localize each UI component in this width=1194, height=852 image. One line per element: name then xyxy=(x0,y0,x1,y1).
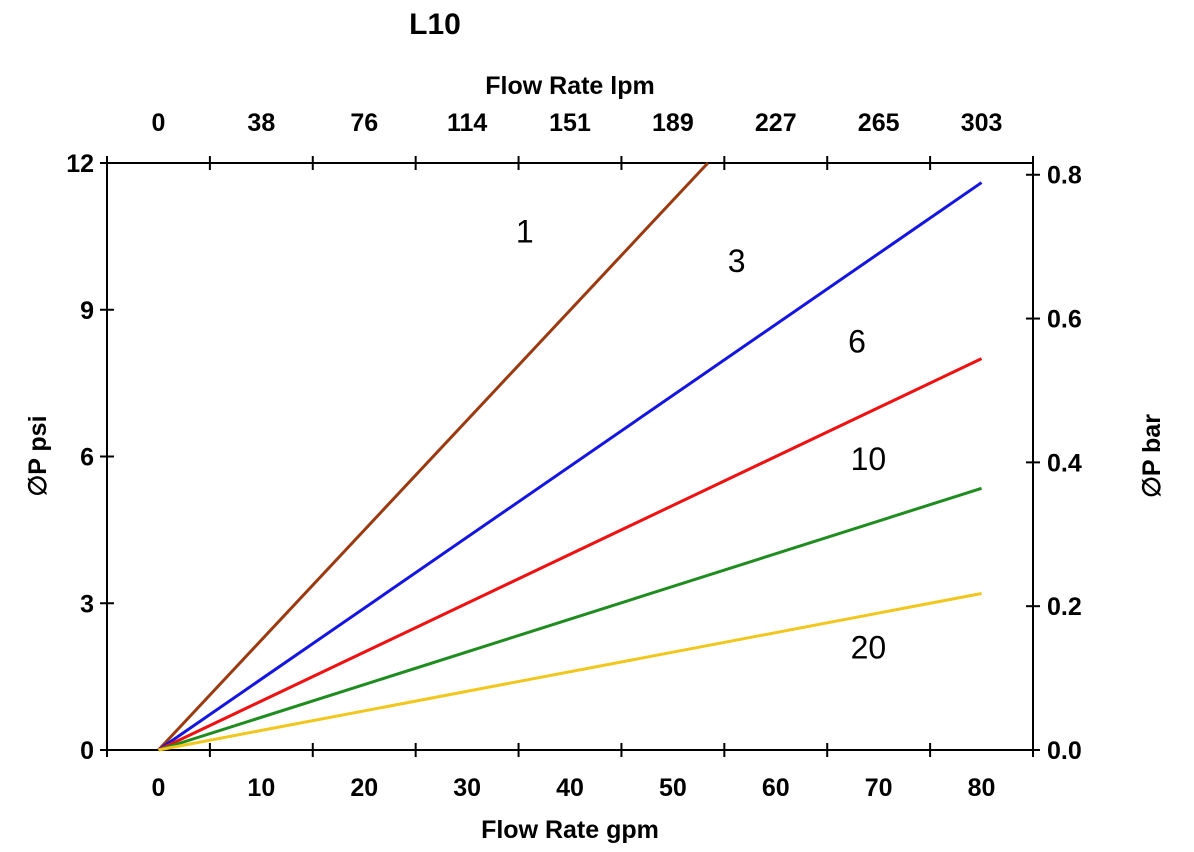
right-tick-label: 0.4 xyxy=(1047,449,1082,477)
top-axis-title: Flow Rate lpm xyxy=(485,72,654,100)
chart-title: L10 xyxy=(409,8,461,41)
top-tick-label: 227 xyxy=(755,109,797,137)
bottom-tick-label: 60 xyxy=(762,774,790,802)
left-tick-label: 12 xyxy=(66,150,94,178)
bottom-axis-title: Flow Rate gpm xyxy=(481,816,659,844)
right-tick-label: 0.0 xyxy=(1047,737,1082,765)
series-line-20 xyxy=(158,591,982,752)
bottom-tick-label: 40 xyxy=(556,774,584,802)
top-tick-label: 38 xyxy=(247,109,275,137)
series-label-20: 20 xyxy=(851,629,887,665)
bottom-tick-label: 80 xyxy=(968,774,996,802)
bottom-tick-label: 0 xyxy=(151,774,165,802)
series-label-10: 10 xyxy=(851,441,887,477)
top-tick-label: 265 xyxy=(858,109,900,137)
bottom-tick-label: 30 xyxy=(453,774,481,802)
series-line-10 xyxy=(157,486,983,752)
top-tick-label: 151 xyxy=(549,109,591,137)
bottom-tick-label: 10 xyxy=(247,774,275,802)
left-axis-title: ∅P psi xyxy=(24,415,52,496)
left-tick-label: 9 xyxy=(80,297,94,325)
series-label-1: 1 xyxy=(516,213,534,249)
right-tick-label: 0.8 xyxy=(1047,162,1082,190)
right-tick-label: 0.6 xyxy=(1047,306,1082,334)
bottom-tick-label: 20 xyxy=(350,774,378,802)
top-tick-label: 189 xyxy=(652,109,694,137)
right-axis-title: ∅P bar xyxy=(1138,414,1166,498)
left-tick-label: 6 xyxy=(80,444,94,472)
series-label-6: 6 xyxy=(848,324,866,360)
series-line-1 xyxy=(157,161,709,752)
top-tick-label: 76 xyxy=(350,109,378,137)
left-tick-label: 3 xyxy=(80,590,94,618)
series-label-3: 3 xyxy=(728,243,746,279)
plot-area: 0010382076301144015150189602277026580303… xyxy=(66,109,1082,802)
top-tick-label: 114 xyxy=(447,109,487,137)
bottom-tick-label: 50 xyxy=(659,774,687,802)
series-line-6 xyxy=(157,357,983,752)
series-line-3 xyxy=(157,181,983,752)
bottom-tick-label: 70 xyxy=(865,774,893,802)
plot-frame xyxy=(106,162,1034,751)
right-tick-label: 0.2 xyxy=(1047,593,1082,621)
top-tick-label: 0 xyxy=(151,109,165,137)
top-tick-label: 303 xyxy=(961,109,1003,137)
left-tick-label: 0 xyxy=(80,737,94,765)
